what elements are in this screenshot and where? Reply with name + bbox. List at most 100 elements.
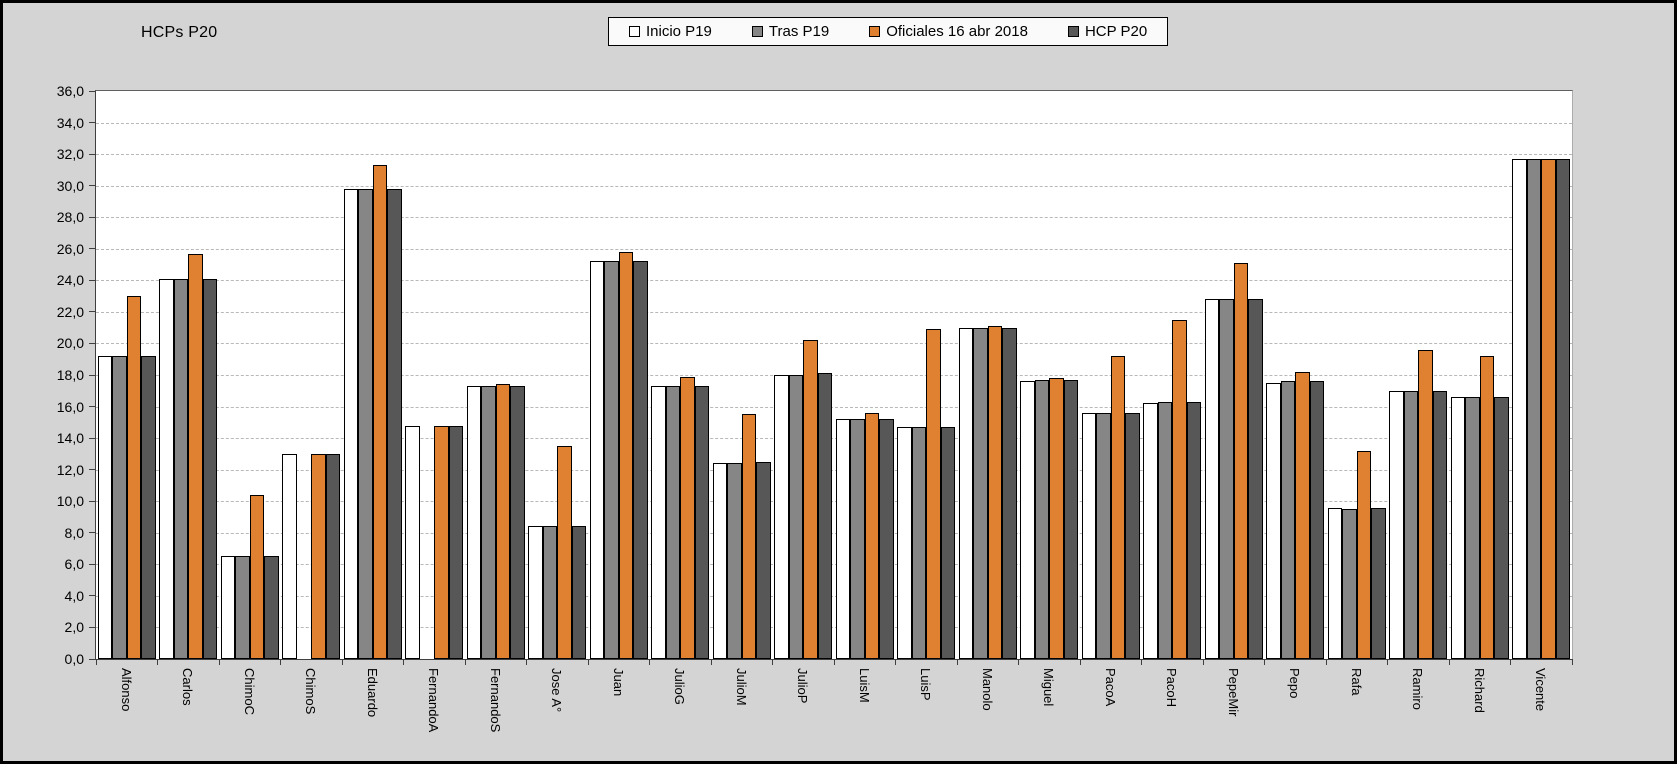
bar-hcp-p20-luisp[interactable] xyxy=(940,427,956,659)
bar-inicio-p19-vicente[interactable] xyxy=(1512,158,1527,659)
bar-inicio-p19-pepo[interactable] xyxy=(1266,382,1281,659)
bar-tras-p19-pepemir[interactable] xyxy=(1219,299,1234,659)
bar-hcp-p20-juliog[interactable] xyxy=(694,386,710,659)
bar-tras-p19-richard[interactable] xyxy=(1465,397,1480,659)
bar-hcp-p20-pacoh[interactable] xyxy=(1186,401,1202,659)
bar-oficiales-16-abr-2018-luisp[interactable] xyxy=(926,329,941,659)
legend-item-oficiales[interactable]: Oficiales 16 abr 2018 xyxy=(869,23,1028,40)
bar-hcp-p20-miguel[interactable] xyxy=(1063,379,1079,659)
bar-oficiales-16-abr-2018-chimoc[interactable] xyxy=(249,494,265,659)
bar-inicio-p19-pacoh[interactable] xyxy=(1143,403,1158,659)
bar-hcp-p20-richard[interactable] xyxy=(1494,397,1509,659)
bar-tras-p19-juliop[interactable] xyxy=(788,375,804,659)
legend-item-tras-p19[interactable]: Tras P19 xyxy=(751,23,829,40)
bar-inicio-p19-rafa[interactable] xyxy=(1327,507,1343,659)
bar-oficiales-16-abr-2018-juliom[interactable] xyxy=(741,414,757,659)
plot-area[interactable]: 0,0 2,0 4,0 6,0 8,0 10,0 12,0 14,0 16,0 18,0 20,0 2… xyxy=(57,83,1573,732)
bar-oficiales-16-abr-2018-pepo[interactable] xyxy=(1295,371,1310,659)
legend-item-hcp-p20[interactable]: HCP P20 xyxy=(1067,23,1147,40)
bar-inicio-p19-manolo[interactable] xyxy=(958,327,974,659)
bar-oficiales-16-abr-2018-rafa[interactable] xyxy=(1356,450,1372,659)
bar-hcp-p20-jose-a-[interactable] xyxy=(571,526,587,659)
bar-inicio-p19-miguel[interactable] xyxy=(1020,381,1035,659)
bar-inicio-p19-fernandos[interactable] xyxy=(466,386,482,659)
bar-inicio-p19-carlos[interactable] xyxy=(159,278,174,659)
chart-title[interactable]: HCPs P20 xyxy=(141,24,218,41)
bar-hcp-p20-juliop[interactable] xyxy=(817,373,833,659)
bar-oficiales-16-abr-2018-fernandos[interactable] xyxy=(495,384,511,659)
bar-inicio-p19-juan[interactable] xyxy=(589,261,605,659)
bar-oficiales-16-abr-2018-vicente[interactable] xyxy=(1541,158,1556,659)
bar-tras-p19-vicente[interactable] xyxy=(1526,158,1542,659)
bar-oficiales-16-abr-2018-richard[interactable] xyxy=(1479,356,1495,659)
bar-hcp-p20-pacoa[interactable] xyxy=(1125,412,1140,659)
bar-tras-p19-pacoa[interactable] xyxy=(1096,412,1111,659)
bar-oficiales-16-abr-2018-fernandoa[interactable] xyxy=(434,425,449,659)
bar-tras-p19-carlos[interactable] xyxy=(173,278,189,659)
bar-hcp-p20-eduardo[interactable] xyxy=(387,188,402,659)
bar-tras-p19-alfonso[interactable] xyxy=(112,356,127,659)
bar-tras-p19-pacoh[interactable] xyxy=(1157,401,1173,659)
bar-hcp-p20-manolo[interactable] xyxy=(1002,327,1017,659)
bar-hcp-p20-fernandoa[interactable] xyxy=(448,425,464,659)
bar-oficiales-16-abr-2018-juliop[interactable] xyxy=(803,340,818,659)
bar-hcp-p20-pepo[interactable] xyxy=(1309,381,1325,659)
bar-inicio-p19-juliog[interactable] xyxy=(651,386,666,659)
bar-hcp-p20-juliom[interactable] xyxy=(756,461,771,659)
bar-oficiales-16-abr-2018-miguel[interactable] xyxy=(1049,378,1064,659)
bar-oficiales-16-abr-2018-juliog[interactable] xyxy=(680,376,695,659)
bar-oficiales-16-abr-2018-pacoh[interactable] xyxy=(1172,319,1187,659)
bar-inicio-p19-richard[interactable] xyxy=(1450,397,1466,659)
bar-tras-p19-rafa[interactable] xyxy=(1342,509,1357,659)
bar-inicio-p19-eduardo[interactable] xyxy=(343,188,359,659)
bar-oficiales-16-abr-2018-ramiro[interactable] xyxy=(1418,349,1433,659)
bar-inicio-p19-pepemir[interactable] xyxy=(1204,299,1220,659)
bar-oficiales-16-abr-2018-pacoa[interactable] xyxy=(1110,356,1126,659)
bar-tras-p19-luism[interactable] xyxy=(850,419,865,659)
bar-oficiales-16-abr-2018-juan[interactable] xyxy=(618,251,634,659)
bar-hcp-p20-fernandos[interactable] xyxy=(510,386,525,659)
bar-oficiales-16-abr-2018-pepemir[interactable] xyxy=(1233,262,1249,659)
bar-hcp-p20-chimos[interactable] xyxy=(325,453,341,659)
bar-inicio-p19-luism[interactable] xyxy=(835,419,851,659)
bar-tras-p19-luisp[interactable] xyxy=(911,427,927,659)
bar-inicio-p19-luisp[interactable] xyxy=(897,427,912,659)
bar-oficiales-16-abr-2018-alfonso[interactable] xyxy=(126,296,142,659)
bar-oficiales-16-abr-2018-carlos[interactable] xyxy=(188,253,203,659)
bar-hcp-p20-vicente[interactable] xyxy=(1555,158,1571,659)
bar-hcp-p20-carlos[interactable] xyxy=(202,278,218,659)
bar-oficiales-16-abr-2018-chimos[interactable] xyxy=(311,453,326,659)
bar-inicio-p19-fernandoa[interactable] xyxy=(405,425,420,659)
bar-tras-p19-jose-a-[interactable] xyxy=(542,526,558,659)
legend[interactable]: Inicio P19 Tras P19 Oficiales 16 abr 201… xyxy=(608,17,1169,46)
bar-inicio-p19-alfonso[interactable] xyxy=(97,356,113,659)
bar-inicio-p19-jose-a-[interactable] xyxy=(528,526,543,659)
bar-hcp-p20-luism[interactable] xyxy=(879,419,894,659)
bar-inicio-p19-chimos[interactable] xyxy=(282,453,297,659)
bar-inicio-p19-juliop[interactable] xyxy=(774,375,789,659)
bar-tras-p19-juan[interactable] xyxy=(604,261,619,659)
bar-tras-p19-juliog[interactable] xyxy=(665,386,681,659)
bar-tras-p19-miguel[interactable] xyxy=(1034,379,1050,659)
bar-oficiales-16-abr-2018-luism[interactable] xyxy=(864,412,880,659)
bar-tras-p19-ramiro[interactable] xyxy=(1403,390,1419,659)
bar-tras-p19-juliom[interactable] xyxy=(727,463,742,659)
bar-tras-p19-manolo[interactable] xyxy=(973,327,988,659)
bar-oficiales-16-abr-2018-jose-a-[interactable] xyxy=(557,446,572,659)
bar-hcp-p20-alfonso[interactable] xyxy=(141,356,156,659)
bar-hcp-p20-rafa[interactable] xyxy=(1371,507,1386,659)
bar-tras-p19-chimoc[interactable] xyxy=(235,556,250,659)
bar-hcp-p20-juan[interactable] xyxy=(633,261,648,659)
bar-tras-p19-pepo[interactable] xyxy=(1280,381,1296,659)
bar-oficiales-16-abr-2018-manolo[interactable] xyxy=(987,326,1003,659)
legend-item-inicio-p19[interactable]: Inicio P19 xyxy=(629,23,712,40)
bar-inicio-p19-juliom[interactable] xyxy=(712,463,728,659)
bar-inicio-p19-chimoc[interactable] xyxy=(220,556,236,659)
bar-inicio-p19-ramiro[interactable] xyxy=(1389,390,1404,659)
bar-hcp-p20-ramiro[interactable] xyxy=(1432,390,1448,659)
bar-oficiales-16-abr-2018-eduardo[interactable] xyxy=(372,165,388,659)
bar-hcp-p20-chimoc[interactable] xyxy=(264,556,279,659)
bar-tras-p19-eduardo[interactable] xyxy=(358,188,373,659)
bar-inicio-p19-pacoa[interactable] xyxy=(1081,412,1097,659)
bar-hcp-p20-pepemir[interactable] xyxy=(1248,299,1263,659)
